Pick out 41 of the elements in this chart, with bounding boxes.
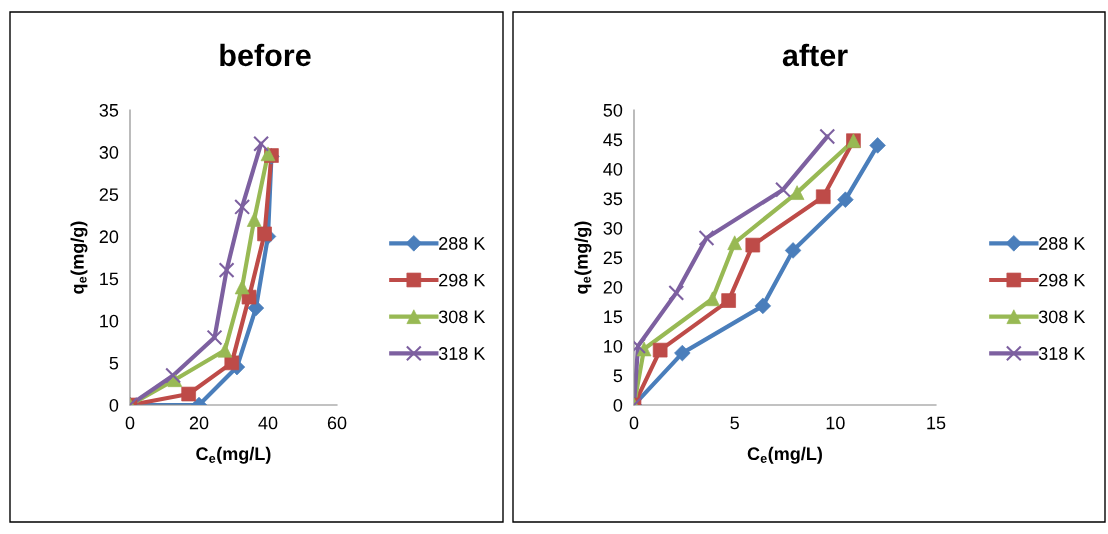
y-axis-title: q$_{e}$(mg/g) [574,221,592,294]
y-tick-label: 15 [100,272,119,286]
legend-label: 298 K [439,273,486,287]
y-tick-label: 10 [604,339,623,353]
legend-label: 318 K [1038,347,1086,360]
y-tick-label: 35 [99,103,119,117]
y-tick-label: 35 [603,192,623,206]
x-tick-label: 40 [258,416,278,430]
x-tick-label: 0 [629,416,639,430]
x-tick-label: 10 [826,416,845,430]
y-tick-label: 0 [109,398,119,412]
y-tick-label: 25 [603,251,623,265]
legend-label: 308 K [438,310,486,324]
legend-label: 318 K [438,347,486,360]
x-tick-label: 60 [327,416,347,430]
chart-title: before [220,43,311,67]
x-tick-label: 5 [730,416,739,430]
y-tick-label: 30 [603,221,623,235]
x-axis-title: C$_{e}$(mg/L) [196,446,271,464]
legend-label: 298 K [1039,273,1086,287]
y-tick-label: 50 [603,103,623,117]
y-axis-title: q$_{e}$(mg/g) [70,221,88,294]
y-tick-label: 25 [99,188,119,202]
y-tick-label: 30 [99,146,119,159]
y-tick-label: 5 [613,369,623,383]
y-tick-label: 20 [603,280,623,294]
x-tick-label: 20 [189,416,209,430]
y-tick-label: 15 [604,310,623,324]
x-axis-title: C$_{e}$(mg/L) [747,446,822,464]
x-tick-label: 0 [125,416,135,430]
y-tick-label: 45 [603,133,623,147]
legend-label: 288 K [1039,237,1086,250]
chart-title: after [782,43,848,67]
legend-label: 288 K [439,237,486,250]
y-tick-label: 20 [99,230,119,244]
x-tick-label: 15 [927,416,946,430]
legend-label: 308 K [1038,310,1086,324]
y-tick-label: 10 [100,314,119,328]
y-tick-label: 0 [613,398,623,412]
y-tick-label: 40 [603,162,623,176]
y-tick-label: 5 [109,356,119,370]
